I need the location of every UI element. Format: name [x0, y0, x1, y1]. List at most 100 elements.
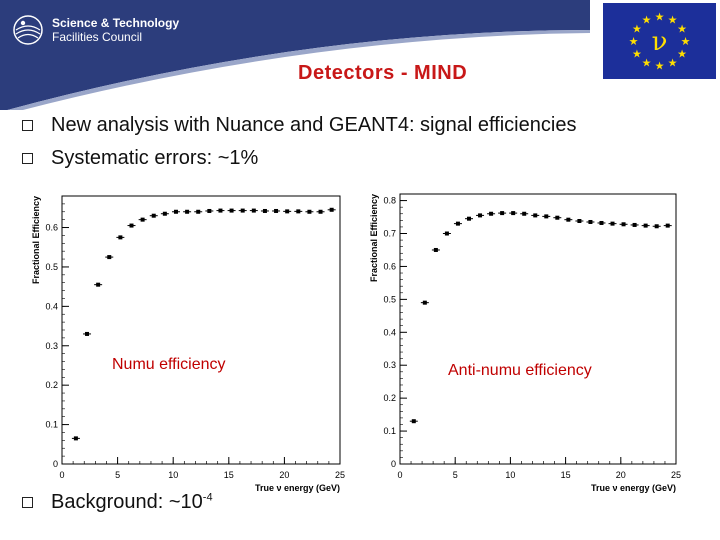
data-point-marker: [566, 217, 571, 222]
data-point: [542, 214, 551, 219]
antinumu-efficiency-chart: 0 5 10 15 20 25 0 0.1 0.2 0.3 0.4 0.5 0.6 0.7 0.8 True …: [368, 186, 686, 498]
y-tick-label: 0.1: [383, 426, 396, 436]
data-point-marker: [654, 224, 659, 229]
data-point: [94, 282, 103, 287]
data-point: [260, 208, 269, 213]
antinumu-efficiency-label: Anti-numu efficiency: [448, 362, 592, 379]
data-point-marker: [329, 207, 334, 212]
data-point: [498, 211, 507, 216]
data-point-marker: [588, 219, 593, 224]
data-point: [608, 221, 617, 226]
y-tick-label: 0: [53, 459, 58, 469]
data-point: [194, 209, 203, 214]
eu-star-icon: ★: [632, 48, 642, 60]
data-point-marker: [665, 223, 670, 228]
data-point: [641, 223, 650, 228]
data-point: [138, 217, 147, 222]
x-tick-label: 15: [224, 470, 234, 480]
eu-star-icon: ★: [677, 48, 687, 60]
data-point-marker: [162, 211, 167, 216]
data-point-marker: [240, 208, 245, 213]
org-name-line2: Facilities Council: [52, 30, 143, 44]
eu-star-icon: ★: [642, 57, 652, 69]
data-point-marker: [411, 419, 416, 424]
x-tick-label: 10: [168, 470, 178, 480]
x-tick-label: 0: [397, 470, 402, 480]
data-point: [564, 217, 573, 222]
plot-frame: [399, 193, 677, 465]
data-point-marker: [207, 208, 212, 213]
eu-star-icon: ★: [655, 61, 665, 73]
data-point: [160, 211, 169, 216]
data-point-marker: [621, 222, 626, 227]
data-point: [116, 235, 125, 240]
data-point: [249, 208, 258, 213]
data-point: [149, 213, 158, 218]
data-point-marker: [151, 213, 156, 218]
data-point: [487, 211, 496, 216]
y-axis-label: Fractional Efficiency: [369, 194, 379, 282]
data-point-marker: [118, 235, 123, 240]
x-tick-label: 25: [671, 470, 681, 480]
data-point-marker: [73, 436, 78, 441]
stfc-emblem-icon: [13, 15, 43, 45]
bullet-square-icon: [22, 153, 33, 164]
data-point: [553, 215, 562, 220]
data-point-marker: [478, 213, 483, 218]
data-point: [531, 213, 540, 218]
y-axis-label: Fractional Efficiency: [31, 196, 41, 284]
data-point-marker: [96, 282, 101, 287]
numu-efficiency-label: Numu efficiency: [112, 356, 226, 373]
data-point-marker: [533, 213, 538, 218]
data-point-marker: [422, 300, 427, 305]
y-tick-label: 0.4: [383, 327, 396, 337]
y-tick-label: 0.4: [45, 301, 58, 311]
data-point: [586, 219, 595, 224]
eu-stars-icon: ν ★ ★★★★★★★★★★★: [629, 11, 691, 73]
data-point: [305, 209, 314, 214]
y-tick-label: 0.5: [45, 262, 58, 272]
x-tick-label: 10: [505, 470, 515, 480]
eu-star-icon: ★: [629, 36, 639, 48]
data-point-marker: [577, 219, 582, 223]
bullet-item-analysis: New analysis with Nuance and GEANT4: sig…: [22, 114, 576, 137]
data-point-marker: [229, 208, 234, 213]
plot-frame: [61, 195, 341, 465]
data-point-marker: [444, 231, 449, 236]
eu-star-icon: ★: [632, 24, 642, 36]
bullet-text: Background: ~10: [51, 491, 203, 513]
data-point: [227, 208, 236, 213]
data-point: [431, 247, 440, 252]
y-tick-label: 0.7: [383, 229, 396, 239]
data-point-marker: [251, 208, 256, 213]
data-point: [327, 207, 336, 212]
data-point-marker: [433, 247, 438, 252]
data-point: [597, 220, 606, 225]
data-point-marker: [599, 220, 604, 225]
data-point: [476, 213, 485, 218]
y-tick-label: 0.6: [45, 223, 58, 233]
eu-star-icon: ★: [668, 57, 678, 69]
page-title: Detectors - MIND: [298, 62, 468, 84]
x-axis-label: True ν energy (GeV): [255, 483, 340, 493]
data-point: [71, 436, 80, 441]
data-point: [216, 208, 225, 213]
x-tick-label: 20: [616, 470, 626, 480]
data-point-marker: [489, 211, 494, 216]
data-point-marker: [218, 208, 223, 213]
org-name-line1: Science & Technology: [52, 16, 180, 30]
data-point-marker: [296, 209, 301, 214]
data-point-marker: [610, 221, 615, 226]
data-point-marker: [285, 209, 290, 214]
y-tick-label: 0.5: [383, 294, 396, 304]
eu-star-icon: ★: [655, 11, 665, 23]
bullet-square-icon: [22, 497, 33, 508]
data-point-marker: [307, 209, 312, 214]
data-point: [520, 211, 529, 216]
y-tick-label: 0.8: [383, 196, 396, 206]
eu-star-icon: ★: [681, 36, 691, 48]
data-point: [238, 208, 247, 213]
data-point-marker: [318, 209, 323, 214]
background-exponent: -4: [202, 491, 213, 504]
data-point: [619, 222, 628, 227]
